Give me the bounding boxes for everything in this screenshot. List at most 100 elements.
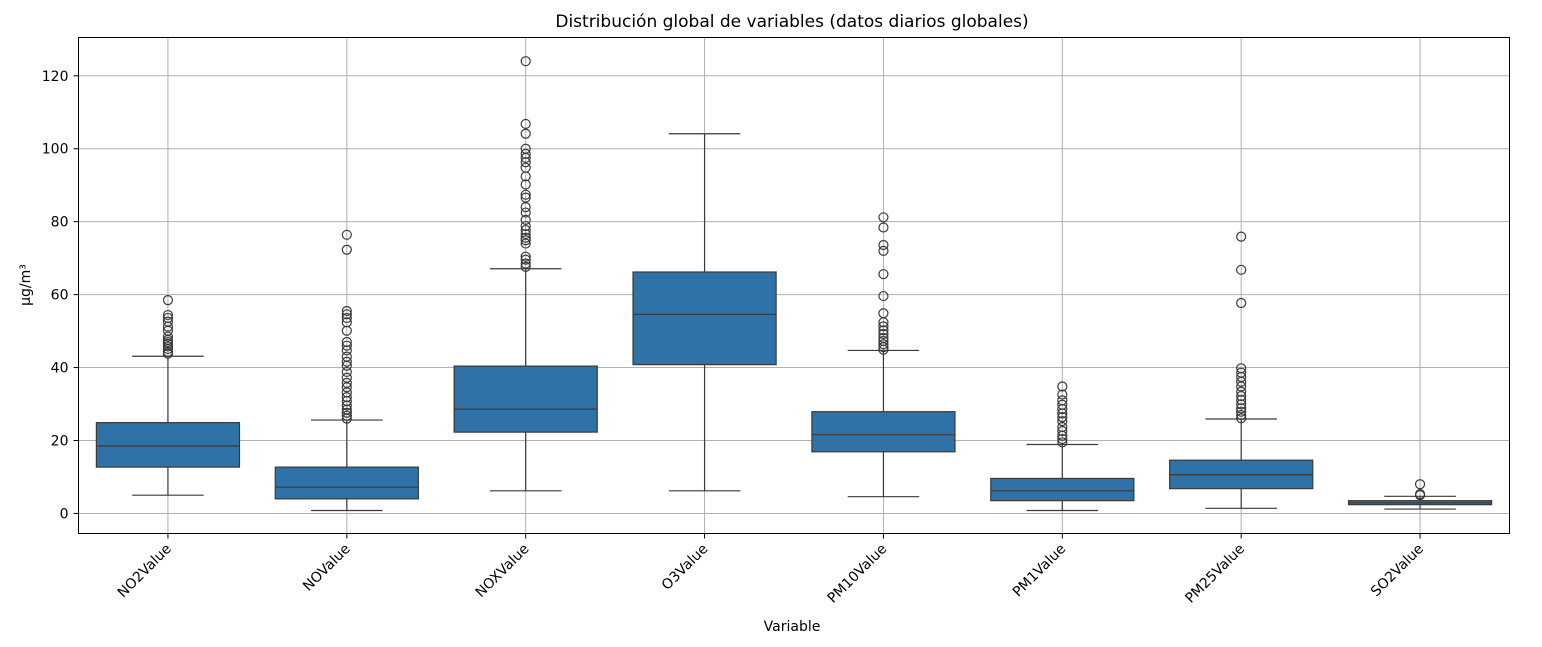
y-tick-label: 100 [42, 142, 69, 158]
outlier-point [341, 377, 352, 388]
outlier-point [878, 239, 889, 251]
box-pm25value [1169, 231, 1314, 509]
iqr-box [274, 466, 419, 500]
outlier-point [1057, 399, 1068, 410]
chart-title: Distribución global de variables (datos … [555, 12, 1028, 32]
outlier-point [341, 407, 352, 418]
outlier-point [878, 308, 889, 319]
outlier-point [520, 232, 531, 243]
outlier-point [162, 294, 174, 306]
outlier-point [341, 404, 352, 415]
iqr-box [453, 365, 598, 433]
outlier-point [1236, 394, 1247, 406]
outlier-point [341, 336, 352, 348]
iqr-box [811, 411, 956, 453]
outlier-point [878, 335, 889, 347]
outlier-point [341, 312, 352, 324]
outlier-point [162, 316, 174, 327]
outlier-point [878, 328, 889, 340]
outlier-point [520, 56, 531, 67]
plot-frame [78, 37, 1510, 534]
box-plot-series [95, 56, 1493, 512]
outlier-point [341, 317, 352, 328]
y-tick-label: 60 [51, 288, 69, 304]
outlier-point [341, 410, 352, 421]
outlier-point [341, 356, 352, 367]
outlier-point [1236, 386, 1247, 397]
x-axis-ticks: NO2Value NOValue NOXValue O3Value PM10Value P… [115, 533, 1427, 607]
x-tick-label-so2value: SO2Value [1368, 541, 1427, 600]
outlier-point [1236, 403, 1247, 414]
outlier-point [1057, 433, 1068, 445]
outlier-point [520, 192, 531, 203]
outlier-point [1236, 231, 1247, 242]
box-noxvalue [453, 56, 598, 492]
outlier-point [341, 372, 352, 383]
outlier-point [520, 228, 531, 240]
x-tick-label-novalue: NOValue [300, 541, 354, 595]
outlier-point [520, 157, 531, 168]
outlier-point [341, 366, 352, 378]
outlier-point [878, 290, 889, 302]
grid-lines [78, 37, 1510, 534]
x-tick-label-pm25value: PM25Value [1182, 541, 1248, 607]
y-tick-label: 20 [51, 434, 69, 450]
box-o3value [632, 133, 777, 492]
outlier-point [1057, 416, 1068, 427]
x-axis-label: Variable [764, 619, 821, 635]
outlier-point [520, 235, 531, 246]
y-tick-label: 120 [42, 69, 69, 85]
outlier-point [1236, 297, 1247, 309]
outlier-point [1236, 406, 1247, 417]
outlier-point [520, 251, 531, 262]
outlier-point [878, 332, 889, 344]
outlier-point [341, 345, 352, 356]
outlier-point [341, 400, 352, 411]
outlier-point [341, 325, 352, 336]
outlier-point [520, 254, 531, 265]
outlier-point [520, 258, 531, 269]
outlier-point [1414, 479, 1426, 490]
outlier-point [1057, 412, 1068, 423]
y-axis-ticks: 0 20 40 60 80 100 120 [42, 69, 79, 522]
y-axis-label: µg/m³ [18, 264, 34, 306]
outlier-point [520, 220, 531, 232]
outlier-point [341, 392, 352, 403]
outlier-point [520, 128, 531, 139]
outlier-point [1057, 437, 1068, 448]
outlier-point [878, 245, 889, 256]
outlier-point [520, 207, 531, 218]
outlier-point [1236, 413, 1247, 424]
outlier-point [878, 269, 889, 280]
box-pm1value [990, 381, 1135, 512]
x-tick-label-pm10value: PM10Value [825, 541, 891, 607]
box-novalue [274, 229, 419, 512]
x-tick-label-o3value: O3Value [659, 541, 712, 594]
outlier-point [341, 229, 352, 240]
outlier-point [1057, 381, 1068, 392]
outlier-point [1414, 489, 1426, 500]
outlier-point [1236, 409, 1247, 421]
box-no2value [95, 294, 241, 496]
outlier-point [878, 321, 889, 332]
outlier-point [520, 143, 531, 154]
iqr-box [990, 477, 1135, 502]
iqr-box [95, 422, 241, 468]
outlier-point [520, 261, 531, 272]
y-tick-label: 0 [60, 506, 69, 522]
outlier-point [520, 214, 531, 225]
x-tick-label-no2value: NO2Value [115, 541, 175, 601]
outlier-point [878, 212, 889, 223]
outlier-point [341, 351, 352, 362]
outlier-point [878, 339, 889, 350]
outlier-point [520, 179, 531, 190]
outlier-point [341, 305, 352, 317]
outlier-point [520, 148, 531, 159]
outlier-point [162, 331, 174, 342]
outlier-point [1057, 421, 1068, 433]
outlier-point [1236, 367, 1247, 378]
outlier-point [341, 244, 352, 255]
outlier-point [162, 309, 174, 321]
outlier-point [520, 162, 531, 173]
